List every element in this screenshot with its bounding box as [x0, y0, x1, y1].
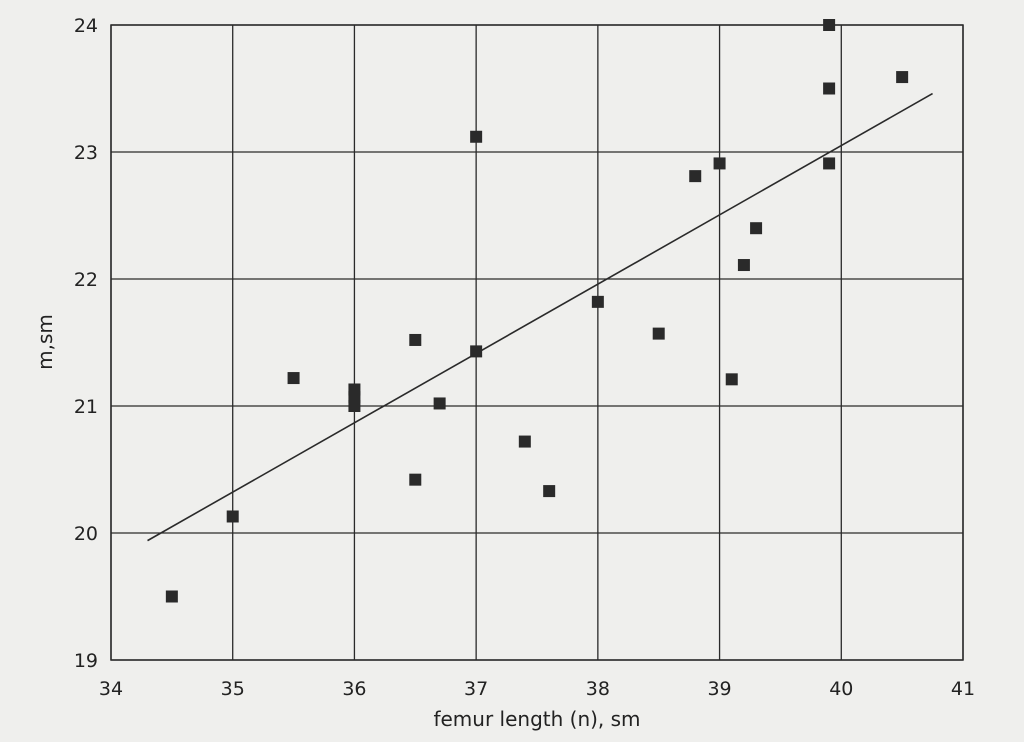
data-point: [409, 473, 422, 486]
x-tick-label: 38: [586, 678, 610, 700]
data-point: [823, 82, 836, 95]
grid: [110, 24, 964, 661]
data-point: [470, 130, 483, 143]
y-axis-label: m,sm: [33, 314, 57, 370]
data-point: [409, 333, 422, 346]
x-tick-label: 40: [829, 678, 853, 700]
data-point: [652, 327, 665, 340]
data-point: [591, 295, 604, 308]
x-tick-label: 39: [707, 678, 731, 700]
data-point: [543, 485, 556, 498]
x-tick-label: 36: [342, 678, 366, 700]
data-point: [433, 397, 446, 410]
data-point: [689, 170, 702, 183]
x-tick-label: 34: [99, 678, 123, 700]
y-tick-label: 23: [74, 142, 98, 164]
data-point: [823, 157, 836, 170]
data-point: [226, 510, 239, 523]
data-points: [165, 19, 909, 603]
data-point: [896, 71, 909, 84]
y-tick-label: 20: [74, 523, 98, 545]
x-tick-label: 41: [951, 678, 975, 700]
data-point: [725, 373, 738, 386]
x-tick-labels: 34 35 36 37 38 39 40 41: [99, 678, 975, 700]
x-tick-label: 37: [464, 678, 488, 700]
data-point: [165, 590, 178, 603]
y-tick-labels: 19 20 21 22 23 24: [74, 15, 98, 672]
data-point: [713, 157, 726, 170]
y-tick-label: 21: [74, 396, 98, 418]
y-tick-label: 22: [74, 269, 98, 291]
data-point: [750, 222, 763, 235]
x-tick-label: 35: [221, 678, 245, 700]
plot-frame: [110, 24, 964, 661]
data-point: [470, 345, 483, 358]
data-point: [287, 372, 300, 385]
data-point: [348, 400, 361, 412]
regression-line: [147, 92, 933, 542]
y-tick-label: 24: [74, 15, 98, 37]
data-point: [737, 259, 750, 272]
x-axis-label: femur length (n), sm: [433, 707, 640, 731]
fit-line-group: [147, 92, 933, 542]
data-point: [518, 435, 531, 448]
y-tick-label: 19: [74, 650, 98, 672]
data-point: [823, 19, 836, 31]
